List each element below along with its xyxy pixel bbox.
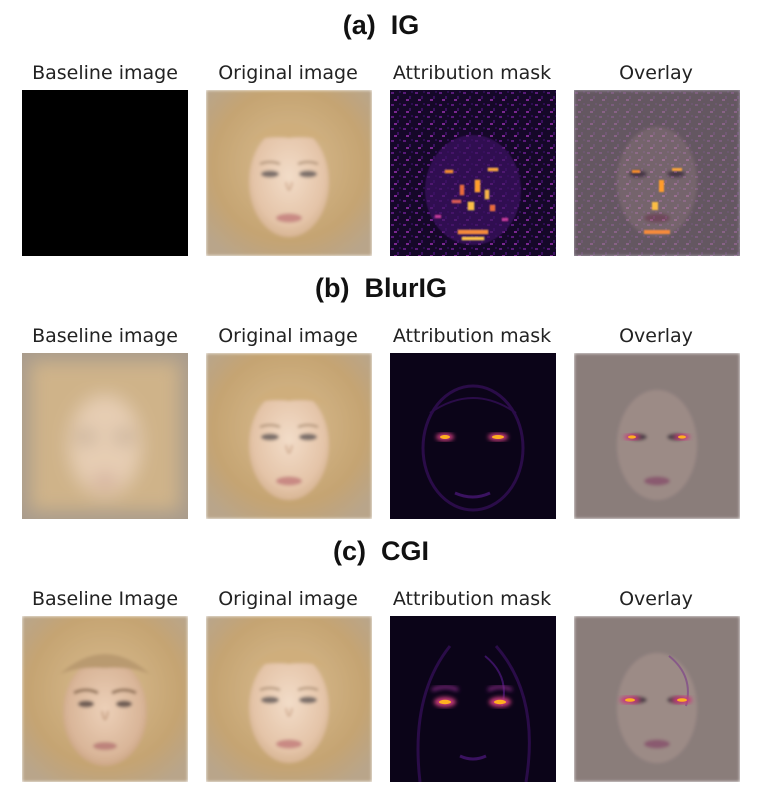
label-baseline: Baseline image xyxy=(32,325,178,347)
section-title-ig: (a) IG xyxy=(342,10,420,40)
label-baseline: Baseline Image xyxy=(31,588,179,610)
attribution-mask xyxy=(390,90,556,256)
overlay xyxy=(574,353,740,519)
label-original: Original image xyxy=(218,62,358,84)
attribution-mask xyxy=(390,616,556,782)
original-image xyxy=(206,353,372,519)
label-overlay: Overlay xyxy=(619,325,693,347)
label-original: Original image xyxy=(218,325,358,347)
section-title-blurig: (b) BlurIG xyxy=(315,273,447,303)
baseline-image-blurred xyxy=(22,353,188,519)
baseline-image-black xyxy=(22,90,188,256)
original-image xyxy=(206,616,372,782)
attribution-mask xyxy=(390,353,556,519)
label-original: Original image xyxy=(218,588,358,610)
original-image xyxy=(206,90,372,256)
label-mask: Attribution mask xyxy=(392,62,552,84)
label-mask: Attribution mask xyxy=(392,325,552,347)
label-mask: Attribution mask xyxy=(392,588,552,610)
row-blurig: Baseline image Original image Attributio… xyxy=(0,323,762,523)
baseline-image-counterfactual xyxy=(22,616,188,782)
label-overlay: Overlay xyxy=(619,588,693,610)
overlay xyxy=(574,90,740,256)
label-baseline: Baseline image xyxy=(32,62,178,84)
row-ig: Baseline image Original image Attributio… xyxy=(0,60,762,260)
label-overlay: Overlay xyxy=(619,62,693,84)
row-cgi: Baseline Image Original image Attributio… xyxy=(0,586,762,786)
section-title-cgi: (c) CGI xyxy=(332,536,429,566)
overlay xyxy=(574,616,740,782)
